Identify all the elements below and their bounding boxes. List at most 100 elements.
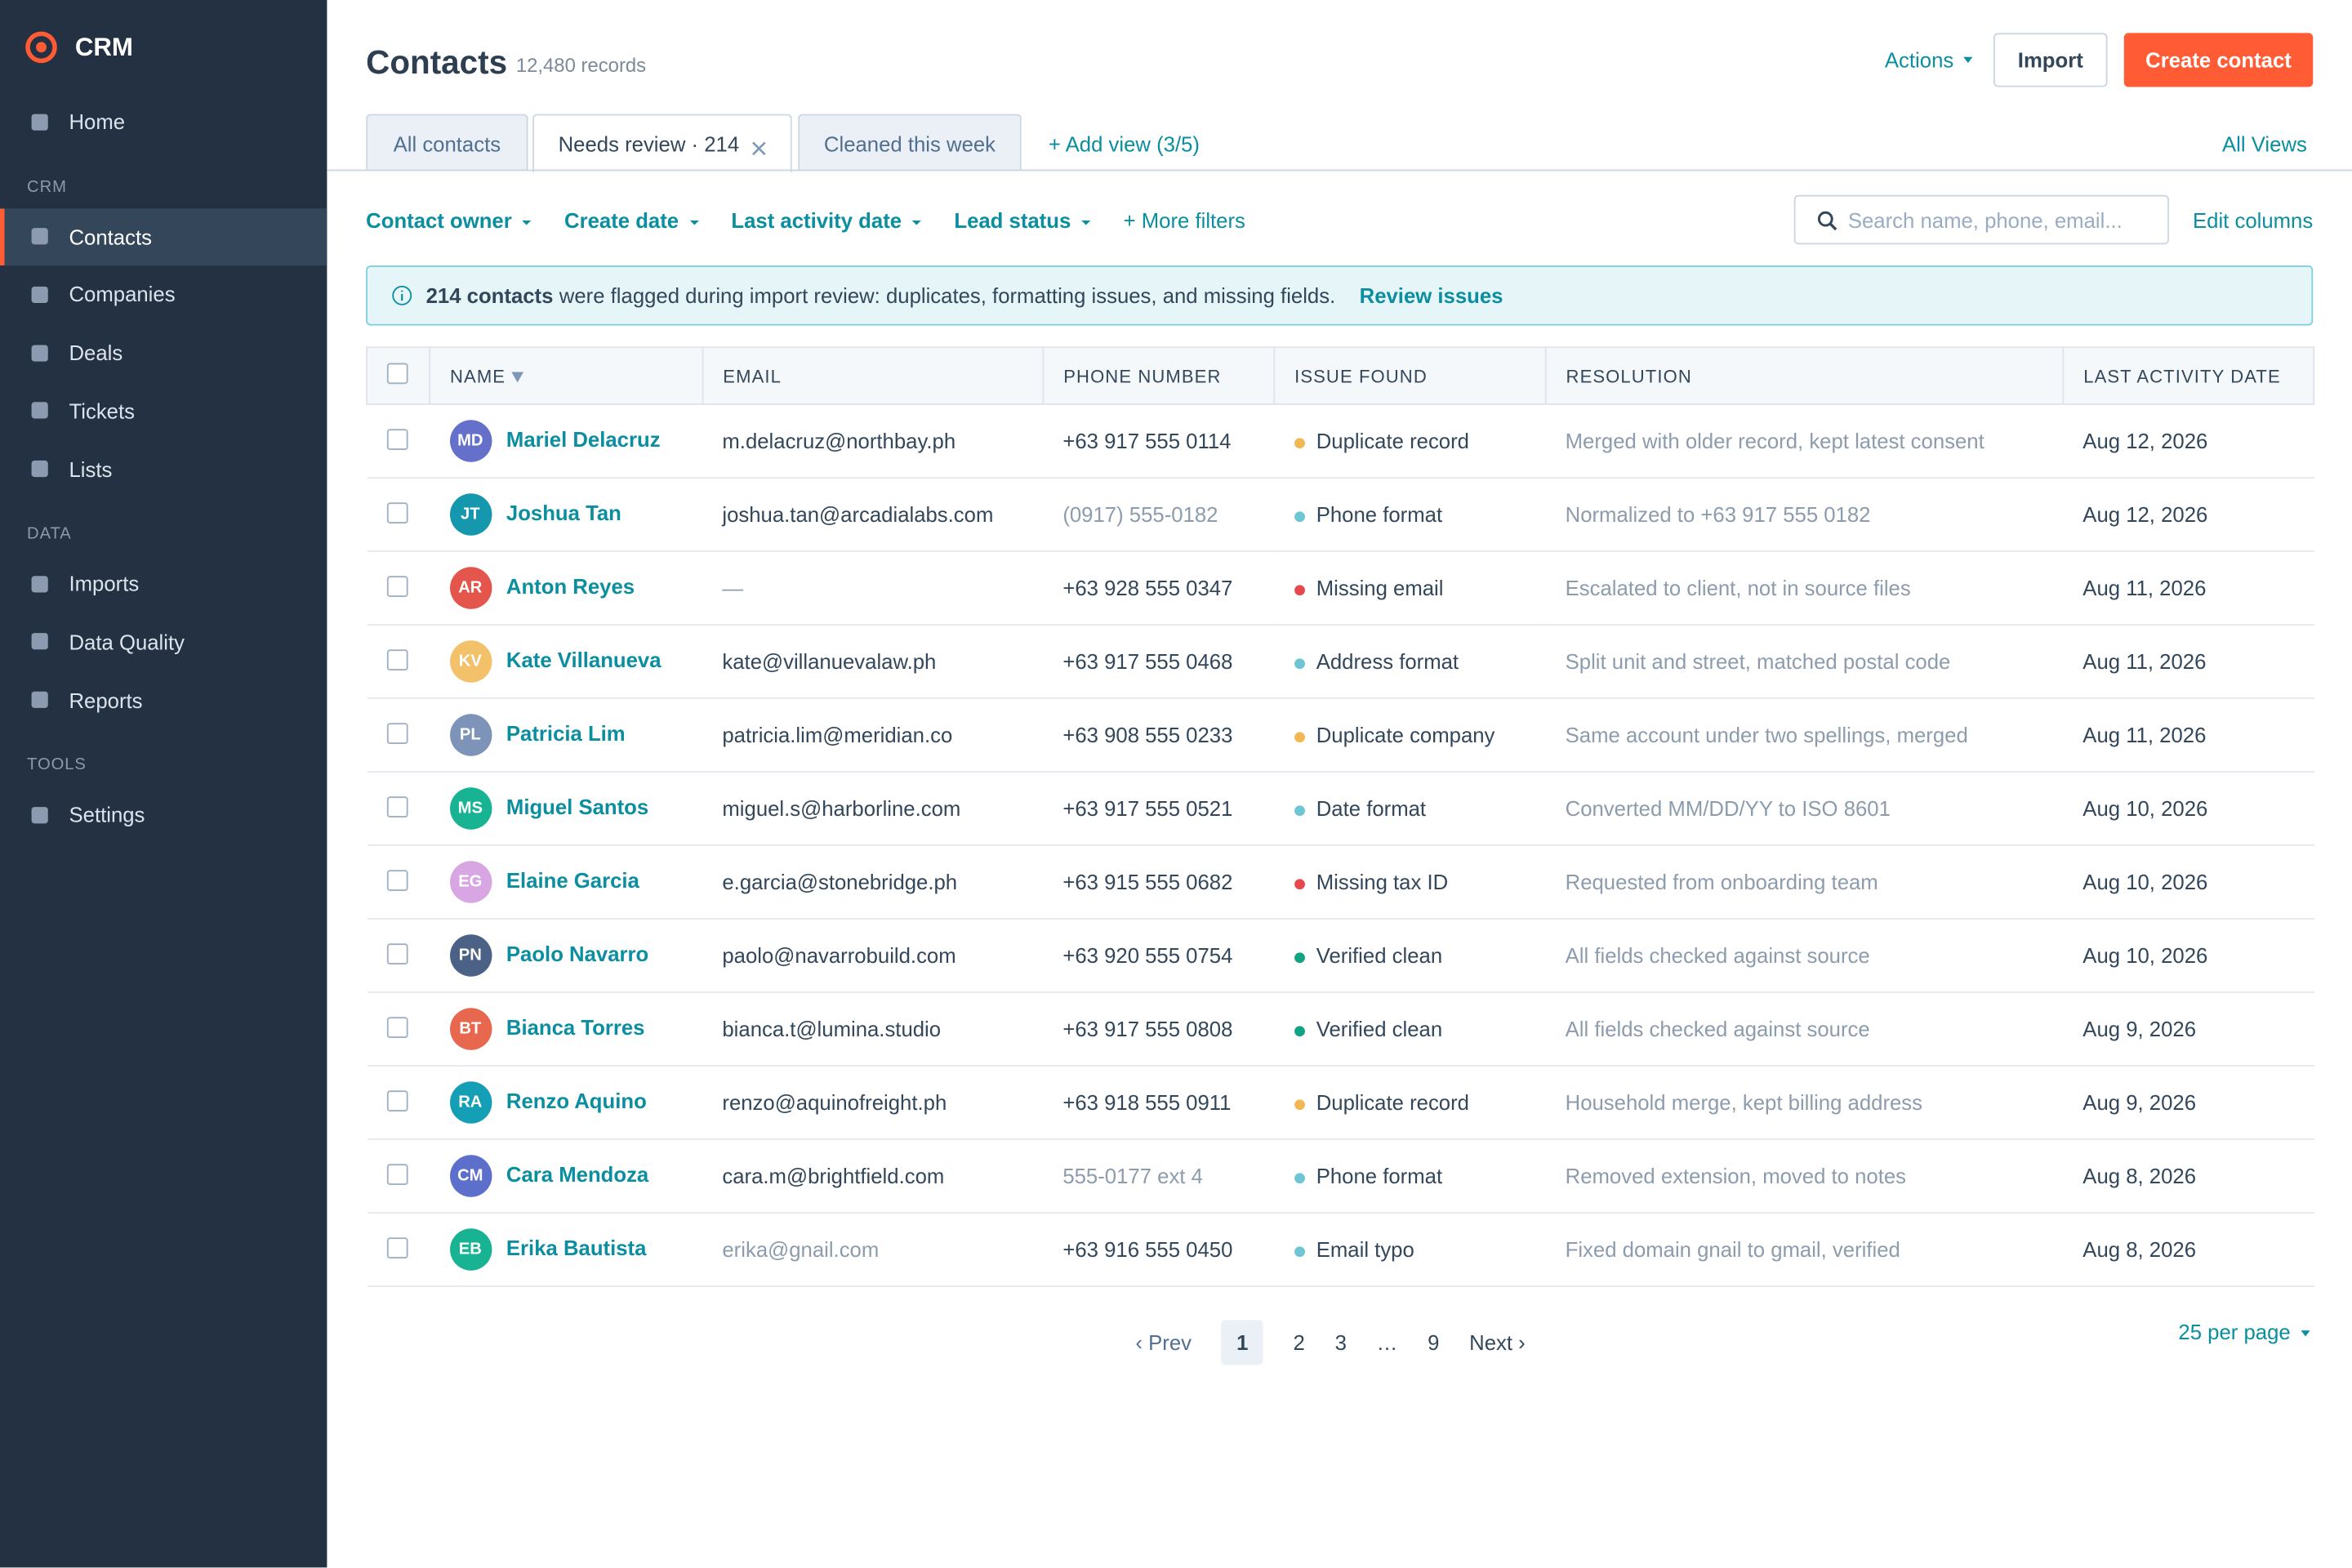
contact-name[interactable]: Elaine Garcia bbox=[506, 867, 639, 893]
column-header[interactable]: PHONE NUMBER bbox=[1042, 346, 1276, 405]
checkbox[interactable] bbox=[385, 869, 408, 891]
edit-columns[interactable]: Edit columns bbox=[2193, 208, 2314, 233]
checkbox[interactable] bbox=[385, 1089, 408, 1111]
contact-name[interactable]: Erika Bautista bbox=[506, 1235, 647, 1260]
resolution-cell: Split unit and street, matched postal co… bbox=[1545, 624, 2064, 699]
review-issues-link[interactable]: Review issues bbox=[1359, 283, 1503, 308]
name-cell: RA Renzo Aquino bbox=[430, 1065, 703, 1140]
page-number[interactable]: 1 bbox=[1221, 1320, 1263, 1365]
nav-item[interactable]: Tickets bbox=[0, 382, 327, 439]
checkbox[interactable] bbox=[385, 795, 408, 817]
contact-row: EB Erika Bautista erika@gnail.com +63 916 5… bbox=[367, 1212, 2314, 1287]
brand-logo bbox=[25, 31, 57, 64]
contact-name[interactable]: Bianca Torres bbox=[506, 1014, 645, 1040]
checkbox[interactable] bbox=[385, 1163, 408, 1185]
resolution: All fields checked against source bbox=[1565, 1017, 1870, 1041]
contact-name[interactable]: Anton Reyes bbox=[506, 573, 635, 599]
actions-menu[interactable]: Actions bbox=[1882, 33, 1976, 87]
nav-item[interactable]: Companies bbox=[0, 266, 327, 323]
table-head: NAME EMAIL PHONE NUMBER ISSUE FOUND RESOLUTI… bbox=[366, 346, 2315, 405]
create-contact-button[interactable]: Create contact bbox=[2123, 33, 2314, 87]
nav-label: Contacts bbox=[69, 224, 152, 249]
sidebar: CRM Home CRM Contacts Companies Deals Tickets L… bbox=[0, 0, 327, 1568]
caret bbox=[522, 220, 532, 225]
contact-row: JT Joshua Tan joshua.tan@arcadialabs.com (0… bbox=[367, 477, 2314, 552]
nav-item[interactable]: Settings bbox=[0, 786, 327, 844]
column-header[interactable]: RESOLUTION bbox=[1544, 346, 2065, 405]
nav-label: Settings bbox=[69, 803, 145, 827]
filter[interactable]: Contact owner bbox=[366, 208, 532, 233]
checkbox[interactable] bbox=[385, 722, 408, 744]
contact-name[interactable]: Kate Villanueva bbox=[506, 647, 662, 672]
contact-name[interactable]: Paolo Navarro bbox=[506, 941, 649, 966]
issue-cell: Duplicate company bbox=[1274, 697, 1546, 773]
column-header[interactable]: LAST ACTIVITY DATE bbox=[2062, 346, 2315, 405]
page-number[interactable]: 9 bbox=[1428, 1330, 1440, 1355]
contact-name[interactable]: Renzo Aquino bbox=[506, 1088, 647, 1113]
nav-item[interactable]: Home bbox=[0, 93, 327, 150]
search-box[interactable]: Search name, phone, email... bbox=[1793, 194, 2169, 245]
nav-item[interactable]: Contacts bbox=[0, 207, 327, 265]
nav-label: Tickets bbox=[69, 399, 135, 423]
import-button[interactable]: Import bbox=[1993, 33, 2108, 87]
name-cell: PN Paolo Navarro bbox=[430, 918, 703, 993]
contact-name[interactable]: Mariel Delacruz bbox=[506, 426, 661, 452]
sort-arrow bbox=[511, 371, 524, 382]
phone-cell: (0917) 555-0182 bbox=[1043, 477, 1275, 552]
prev-page[interactable]: ‹ Prev bbox=[1135, 1330, 1192, 1355]
issue-cell: Phone format bbox=[1274, 1138, 1546, 1214]
next-page[interactable]: Next › bbox=[1469, 1330, 1526, 1355]
all-views[interactable]: All Views bbox=[2222, 131, 2307, 157]
tab-close[interactable] bbox=[751, 136, 766, 156]
issue: Phone format bbox=[1316, 1164, 1443, 1188]
page-number[interactable]: 2 bbox=[1293, 1330, 1305, 1355]
view-tab[interactable]: Needs review · 214 bbox=[532, 114, 792, 173]
filter[interactable]: Create date bbox=[564, 208, 698, 233]
checkbox[interactable] bbox=[385, 428, 408, 450]
review-banner: 214 contacts were flagged during import r… bbox=[366, 265, 2314, 326]
contact-name[interactable]: Miguel Santos bbox=[506, 794, 649, 819]
page-number[interactable]: 3 bbox=[1334, 1330, 1347, 1355]
contact-name[interactable]: Joshua Tan bbox=[506, 500, 621, 525]
checkbox[interactable] bbox=[385, 575, 408, 597]
view-tab[interactable]: Cleaned this week bbox=[798, 114, 1022, 172]
avatar: MS bbox=[449, 787, 492, 830]
checkbox[interactable] bbox=[385, 942, 408, 964]
view-tab[interactable]: All contacts bbox=[366, 114, 528, 172]
contact-row: MS Miguel Santos miguel.s@harborline.com +6… bbox=[367, 771, 2314, 846]
caret bbox=[1081, 220, 1091, 225]
select-cell bbox=[367, 1212, 430, 1287]
checkbox[interactable] bbox=[385, 1016, 408, 1038]
page-number[interactable]: … bbox=[1376, 1330, 1398, 1355]
issue-cell: Address format bbox=[1274, 624, 1546, 699]
column-header[interactable]: ISSUE FOUND bbox=[1273, 346, 1547, 405]
checkbox[interactable] bbox=[385, 501, 408, 523]
nav-item[interactable]: Data Quality bbox=[0, 613, 327, 670]
column-header[interactable]: EMAIL bbox=[702, 346, 1045, 405]
more-filters[interactable]: + More filters bbox=[1123, 208, 1245, 233]
contact-name[interactable]: Cara Mendoza bbox=[506, 1161, 649, 1187]
resolution: Merged with older record, kept latest co… bbox=[1565, 429, 1984, 453]
contact-name[interactable]: Patricia Lim bbox=[506, 720, 626, 746]
checkbox[interactable] bbox=[385, 648, 408, 670]
issue-dot bbox=[1294, 437, 1305, 448]
avatar: PN bbox=[449, 934, 492, 977]
checkbox[interactable] bbox=[385, 1236, 408, 1258]
per-page[interactable]: 25 per page bbox=[2178, 1320, 2310, 1344]
nav-item[interactable]: Lists bbox=[0, 440, 327, 497]
nav-item[interactable]: Deals bbox=[0, 324, 327, 381]
nav-item[interactable]: Imports bbox=[0, 555, 327, 612]
resolution: Escalated to client, not in source files bbox=[1565, 576, 1911, 600]
nav-icon bbox=[31, 806, 48, 823]
record-count: 12,480 records bbox=[515, 54, 647, 77]
checkbox[interactable] bbox=[386, 363, 408, 385]
add-view[interactable]: + Add view (3/5) bbox=[1048, 131, 1200, 157]
nav-icon bbox=[31, 633, 48, 651]
nav-item[interactable]: Reports bbox=[0, 671, 327, 728]
filter[interactable]: Last activity date bbox=[731, 208, 921, 233]
avatar: MD bbox=[449, 420, 492, 462]
phone: +63 917 555 0468 bbox=[1062, 649, 1233, 674]
filter[interactable]: Lead status bbox=[954, 208, 1091, 233]
date: Aug 9, 2026 bbox=[2082, 1090, 2197, 1115]
column-header[interactable]: NAME bbox=[429, 346, 704, 405]
